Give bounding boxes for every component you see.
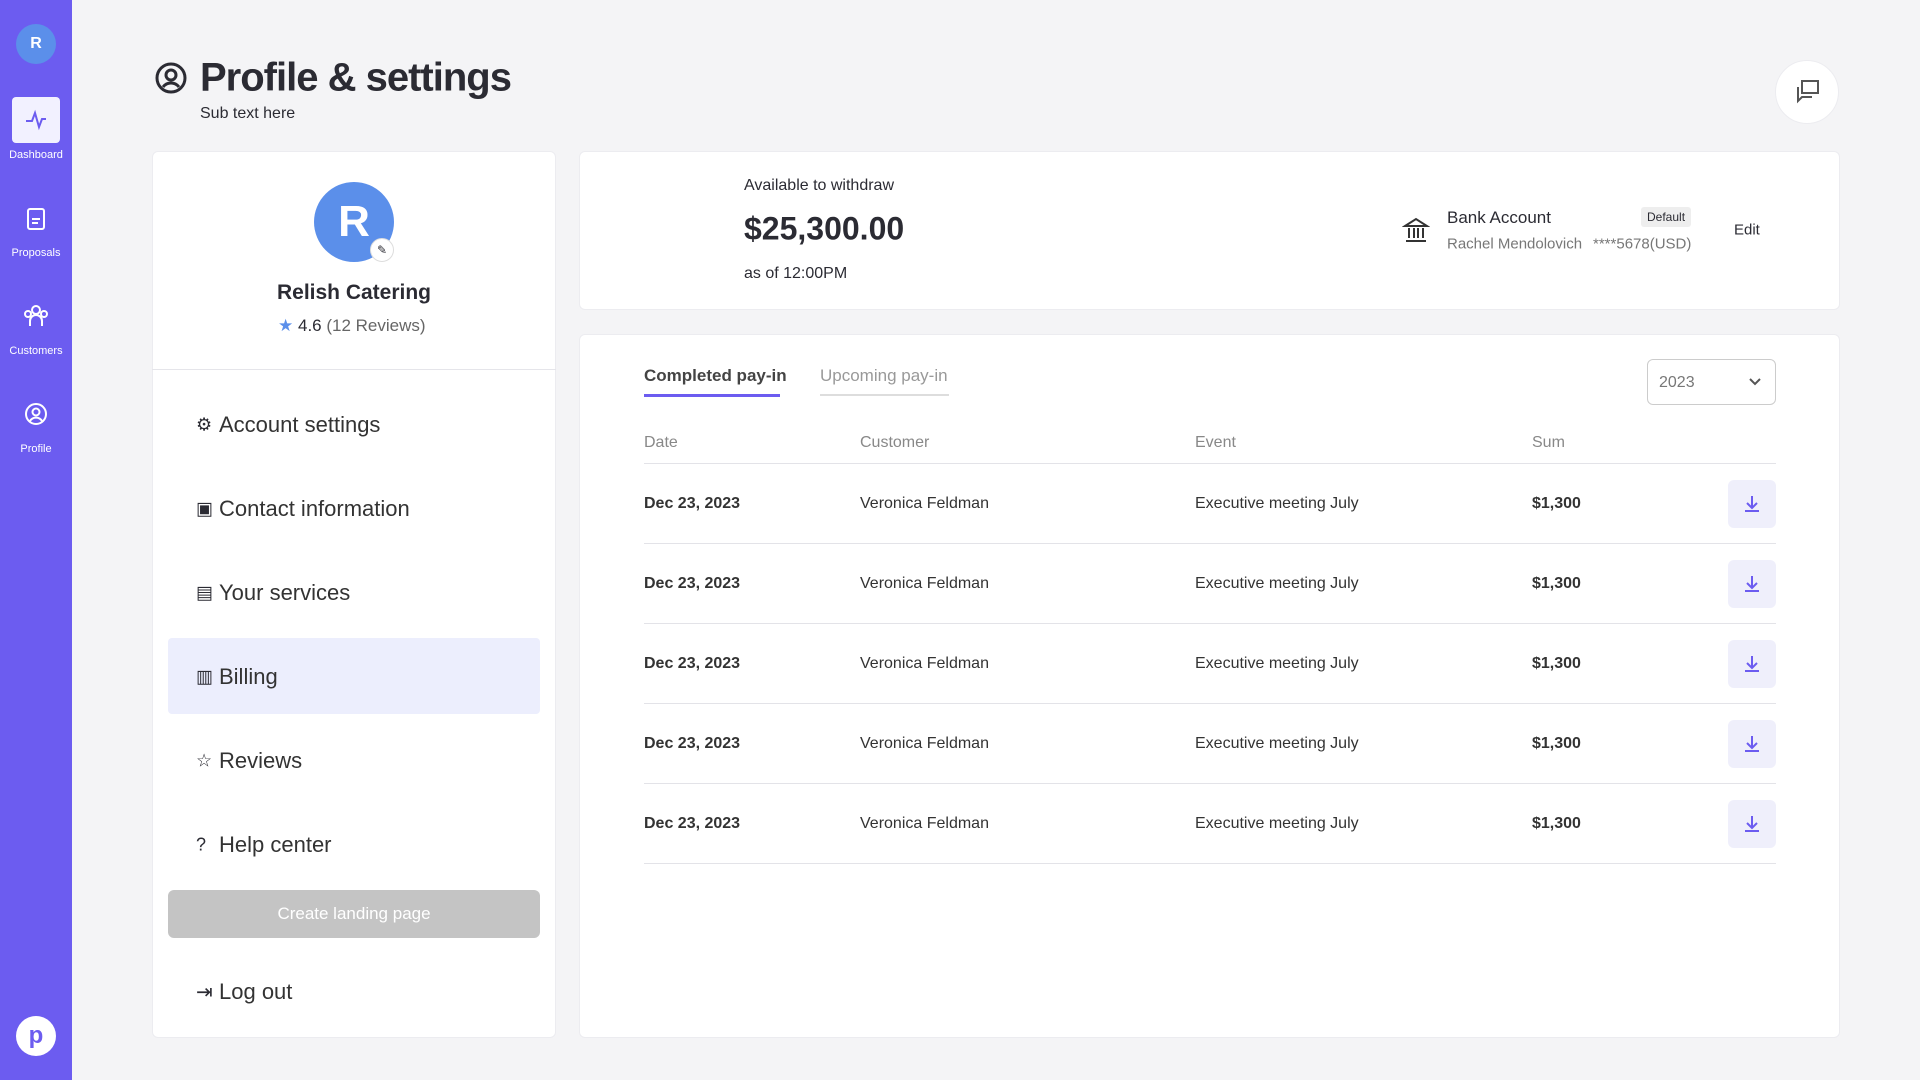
edit-avatar[interactable]: ✎ — [370, 238, 394, 262]
menu-icon: ▣ — [196, 498, 214, 519]
tab-underline — [644, 394, 780, 397]
column-header: Date — [644, 434, 678, 451]
logo[interactable]: R — [16, 24, 56, 64]
column-header: Sum — [1532, 434, 1565, 451]
download-button[interactable] — [1728, 480, 1776, 528]
menu-icon: ▤ — [196, 582, 214, 603]
customers-icon — [24, 305, 48, 326]
cell: Veronica Feldman — [860, 655, 989, 672]
bank-icon — [1402, 217, 1430, 242]
row-divider — [644, 623, 1776, 624]
logout[interactable]: Log out — [219, 979, 293, 1004]
star: ★ — [278, 316, 294, 335]
year-select[interactable]: 2023 — [1647, 359, 1776, 405]
title-icon — [155, 62, 187, 94]
download-button[interactable] — [1728, 640, 1776, 688]
cell: $1,300 — [1532, 815, 1581, 832]
tab-active[interactable]: Completed pay-in — [644, 366, 787, 385]
reviews-count: (12 Reviews) — [326, 316, 426, 335]
cell: Dec 23, 2023 — [644, 815, 741, 832]
menu-item[interactable]: Account settings — [219, 412, 381, 437]
row-divider — [644, 863, 1776, 864]
cell: Veronica Feldman — [860, 735, 989, 752]
menu-item[interactable]: Your services — [219, 580, 351, 605]
cell: $1,300 — [1532, 735, 1581, 752]
bank-number: ****5678(USD) — [1593, 235, 1692, 253]
bank-holder: Rachel Mendolovich — [1447, 235, 1583, 253]
tab-underline — [820, 394, 949, 396]
menu-icon: ▥ — [196, 666, 214, 687]
row-divider — [644, 783, 1776, 784]
cell: Dec 23, 2023 — [644, 735, 741, 752]
table-card — [579, 334, 1840, 1038]
nav-label[interactable]: Proposals — [11, 247, 61, 259]
cell: Dec 23, 2023 — [644, 575, 741, 592]
cell: $1,300 — [1532, 495, 1581, 512]
balance-as-of: as of 12:00PM — [744, 265, 848, 282]
cell: Executive meeting July — [1195, 735, 1359, 752]
balance-amount: $25,300.00 — [744, 210, 905, 247]
business-name: Relish Catering — [276, 281, 432, 304]
default-badge: Default — [1641, 207, 1692, 227]
download-button[interactable] — [1728, 560, 1776, 608]
profile-icon — [25, 403, 47, 425]
logout-icon: ⇥ — [196, 981, 213, 1004]
proposals-icon — [27, 208, 45, 230]
cell: Executive meeting July — [1195, 495, 1359, 512]
year-value: 2023 — [1659, 374, 1695, 391]
cell: Executive meeting July — [1195, 815, 1359, 832]
edit-bank[interactable]: Edit — [1734, 221, 1760, 239]
rating-row: ★ 4.6 (12 Reviews) — [278, 316, 426, 336]
download-button[interactable] — [1728, 800, 1776, 848]
bank-title: Bank Account — [1447, 208, 1551, 227]
column-header: Event — [1195, 434, 1236, 451]
row-divider — [644, 703, 1776, 704]
cell: Veronica Feldman — [860, 575, 989, 592]
menu-icon: ☆ — [196, 750, 213, 771]
menu-item[interactable]: Reviews — [219, 748, 303, 773]
nav-label[interactable]: Dashboard — [9, 149, 63, 161]
cell: Dec 23, 2023 — [644, 495, 741, 512]
page-title: Profile & settings — [200, 55, 512, 100]
brand-logo: p — [16, 1016, 56, 1056]
nav-active-bg — [12, 97, 60, 143]
chat-button[interactable] — [1775, 60, 1839, 124]
cell: Executive meeting July — [1195, 575, 1359, 592]
cell: $1,300 — [1532, 575, 1581, 592]
sidebar: R Dashboard Proposals Customers Profile p — [0, 0, 72, 1080]
rating: 4.6 — [297, 316, 322, 335]
cell: Dec 23, 2023 — [644, 655, 741, 672]
cell: $1,300 — [1532, 655, 1581, 672]
menu-item[interactable]: Billing — [219, 664, 278, 689]
column-header: Customer — [860, 434, 930, 451]
row-divider — [644, 463, 1776, 464]
menu-active-bg — [168, 638, 540, 714]
create-landing-button[interactable]: Create landing page — [168, 890, 540, 938]
menu-item[interactable]: Contact information — [219, 496, 410, 521]
row-divider — [644, 543, 1776, 544]
nav-label[interactable]: Profile — [20, 443, 52, 455]
cell: Veronica Feldman — [860, 495, 989, 512]
download-button[interactable] — [1728, 720, 1776, 768]
menu-icon: ⚙ — [196, 414, 213, 435]
cell: Executive meeting July — [1195, 655, 1359, 672]
page-subtitle: Sub text here — [200, 105, 296, 122]
divider — [152, 369, 556, 370]
nav-label[interactable]: Customers — [9, 345, 63, 357]
avatar: R — [314, 182, 394, 262]
tab[interactable]: Upcoming pay-in — [820, 366, 948, 385]
menu-icon: ? — [196, 834, 207, 855]
balance-card — [579, 151, 1840, 310]
menu-item[interactable]: Help center — [219, 832, 332, 857]
cell: Veronica Feldman — [860, 815, 989, 832]
balance-label: Available to withdraw — [744, 177, 895, 194]
